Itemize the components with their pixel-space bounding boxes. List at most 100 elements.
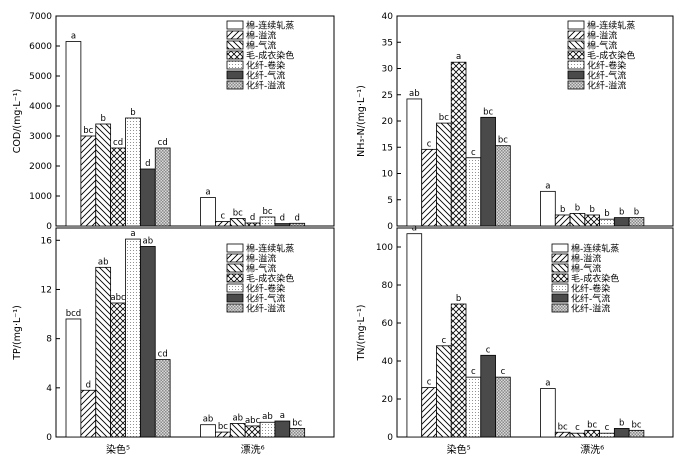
bar-tp-g0-s5: [139, 246, 156, 438]
y-tick-label: 35: [382, 38, 393, 48]
y-tick-label: 7000: [29, 12, 52, 22]
significance-label: c: [427, 139, 432, 149]
significance-label: a: [130, 229, 135, 239]
significance-label: bc: [631, 420, 641, 430]
y-tick-label: 100: [376, 243, 393, 253]
bar-nh3n-g0-s0: [406, 98, 423, 227]
y-axis-label: NH₃-N/(mg·L⁻¹): [356, 85, 367, 157]
bar-nh3n-g1-s5: [613, 217, 630, 227]
significance-label: b: [619, 418, 624, 428]
legend-label: 毛-成衣染色: [587, 50, 635, 62]
bar-cod-g1-s5: [274, 223, 291, 227]
legend-label: 毛-成衣染色: [246, 50, 294, 62]
legend-swatch: [551, 263, 569, 273]
legend-label: 棉-连续轧蒸: [246, 20, 294, 32]
legend-swatch: [226, 303, 244, 313]
bar-cod-g0-s5: [139, 168, 156, 227]
bar-nh3n-g0-s5: [480, 116, 496, 227]
bar-tn-g0-s0: [406, 233, 423, 438]
legend-label: 化纤-气流: [246, 70, 285, 82]
bar-nh3n-g1-s1: [554, 214, 571, 227]
plot-frame: [55, 227, 335, 438]
significance-label: bc: [233, 209, 243, 219]
bar-cod-g1-s4: [259, 216, 276, 227]
significance-label: abc: [245, 416, 261, 426]
significance-label: cd: [158, 138, 168, 148]
legend-swatch: [567, 60, 585, 70]
significance-label: b: [560, 205, 565, 215]
significance-label: a: [71, 32, 76, 42]
legend-swatch: [551, 293, 569, 303]
significance-label: c: [442, 336, 447, 346]
legend-label: 化纤-气流: [587, 70, 626, 82]
legend-swatch: [567, 50, 585, 60]
legend-label: 化纤-气流: [246, 293, 285, 305]
y-tick-label: 0: [387, 222, 393, 232]
legend-label: 棉-气流: [587, 40, 617, 52]
bar-nh3n-g0-s1: [421, 148, 437, 227]
significance-label: a: [412, 224, 417, 234]
significance-label: c: [605, 423, 610, 433]
y-tick-label: 0: [46, 222, 52, 232]
bar-tn-g1-s6: [628, 429, 645, 438]
bar-tp-g1-s3: [244, 425, 261, 438]
significance-label: b: [456, 294, 461, 304]
bar-tn-g1-s4: [599, 432, 615, 438]
significance-label: bc: [292, 418, 302, 428]
legend-swatch: [567, 20, 585, 30]
significance-label: b: [130, 108, 135, 118]
legend-swatch: [551, 273, 569, 283]
legend-swatch: [226, 263, 244, 273]
legend-label: 棉-气流: [246, 263, 276, 275]
significance-label: bc: [498, 136, 508, 146]
significance-label: b: [604, 209, 609, 219]
y-tick-label: 16: [41, 236, 53, 246]
y-tick-label: 4: [46, 384, 52, 394]
significance-label: c: [501, 367, 506, 377]
significance-label: ab: [203, 415, 214, 425]
y-axis-label: TP/(mg·L⁻¹): [12, 305, 23, 361]
bar-tn-g1-s1: [554, 431, 571, 438]
bar-nh3n-g0-s3: [450, 61, 467, 227]
significance-label: d: [86, 380, 91, 390]
legend-label: 棉-溢流: [246, 30, 276, 42]
significance-label: b: [589, 205, 594, 215]
legend-label: 棉-溢流: [571, 253, 601, 265]
x-category-label: 漂洗⁶: [241, 444, 265, 456]
significance-label: b: [634, 208, 639, 218]
legend-label: 化纤-溢流: [587, 80, 626, 92]
y-tick-label: 3000: [29, 132, 52, 142]
bar-tn-g1-s0: [540, 388, 556, 438]
x-category-label: 染色⁵: [106, 443, 130, 456]
bar-nh3n-g1-s3: [584, 214, 600, 227]
legend-label: 棉-溢流: [587, 30, 617, 42]
legend-label: 毛-成衣染色: [246, 273, 294, 285]
significance-label: c: [427, 378, 432, 388]
legend-swatch: [551, 243, 569, 253]
y-tick-label: 10: [382, 170, 394, 180]
bar-tp-g1-s0: [200, 424, 216, 438]
significance-label: a: [545, 181, 550, 191]
bar-nh3n-g0-s6: [495, 145, 511, 227]
y-tick-label: 5: [387, 196, 393, 206]
y-tick-label: 8: [46, 335, 52, 345]
legend-label: 棉-溢流: [246, 253, 276, 265]
plot-frame: [396, 227, 674, 438]
legend-swatch: [226, 70, 244, 80]
bar-tp-g1-s6: [289, 427, 306, 438]
legend-swatch: [567, 70, 585, 80]
bar-nh3n-g1-s0: [540, 190, 556, 227]
bar-tp-g0-s0: [65, 318, 82, 438]
legend-swatch: [567, 80, 585, 90]
significance-label: a: [545, 379, 550, 389]
legend-label: 化纤-卷染: [571, 283, 610, 295]
bar-tp-g0-s1: [80, 389, 97, 438]
bar-cod-g0-s6: [154, 147, 171, 227]
bar-tn-g0-s3: [450, 303, 467, 438]
bar-cod-g0-s2: [95, 123, 112, 227]
bar-nh3n-g0-s2: [436, 122, 452, 227]
legend-label: 化纤-卷染: [246, 60, 285, 72]
